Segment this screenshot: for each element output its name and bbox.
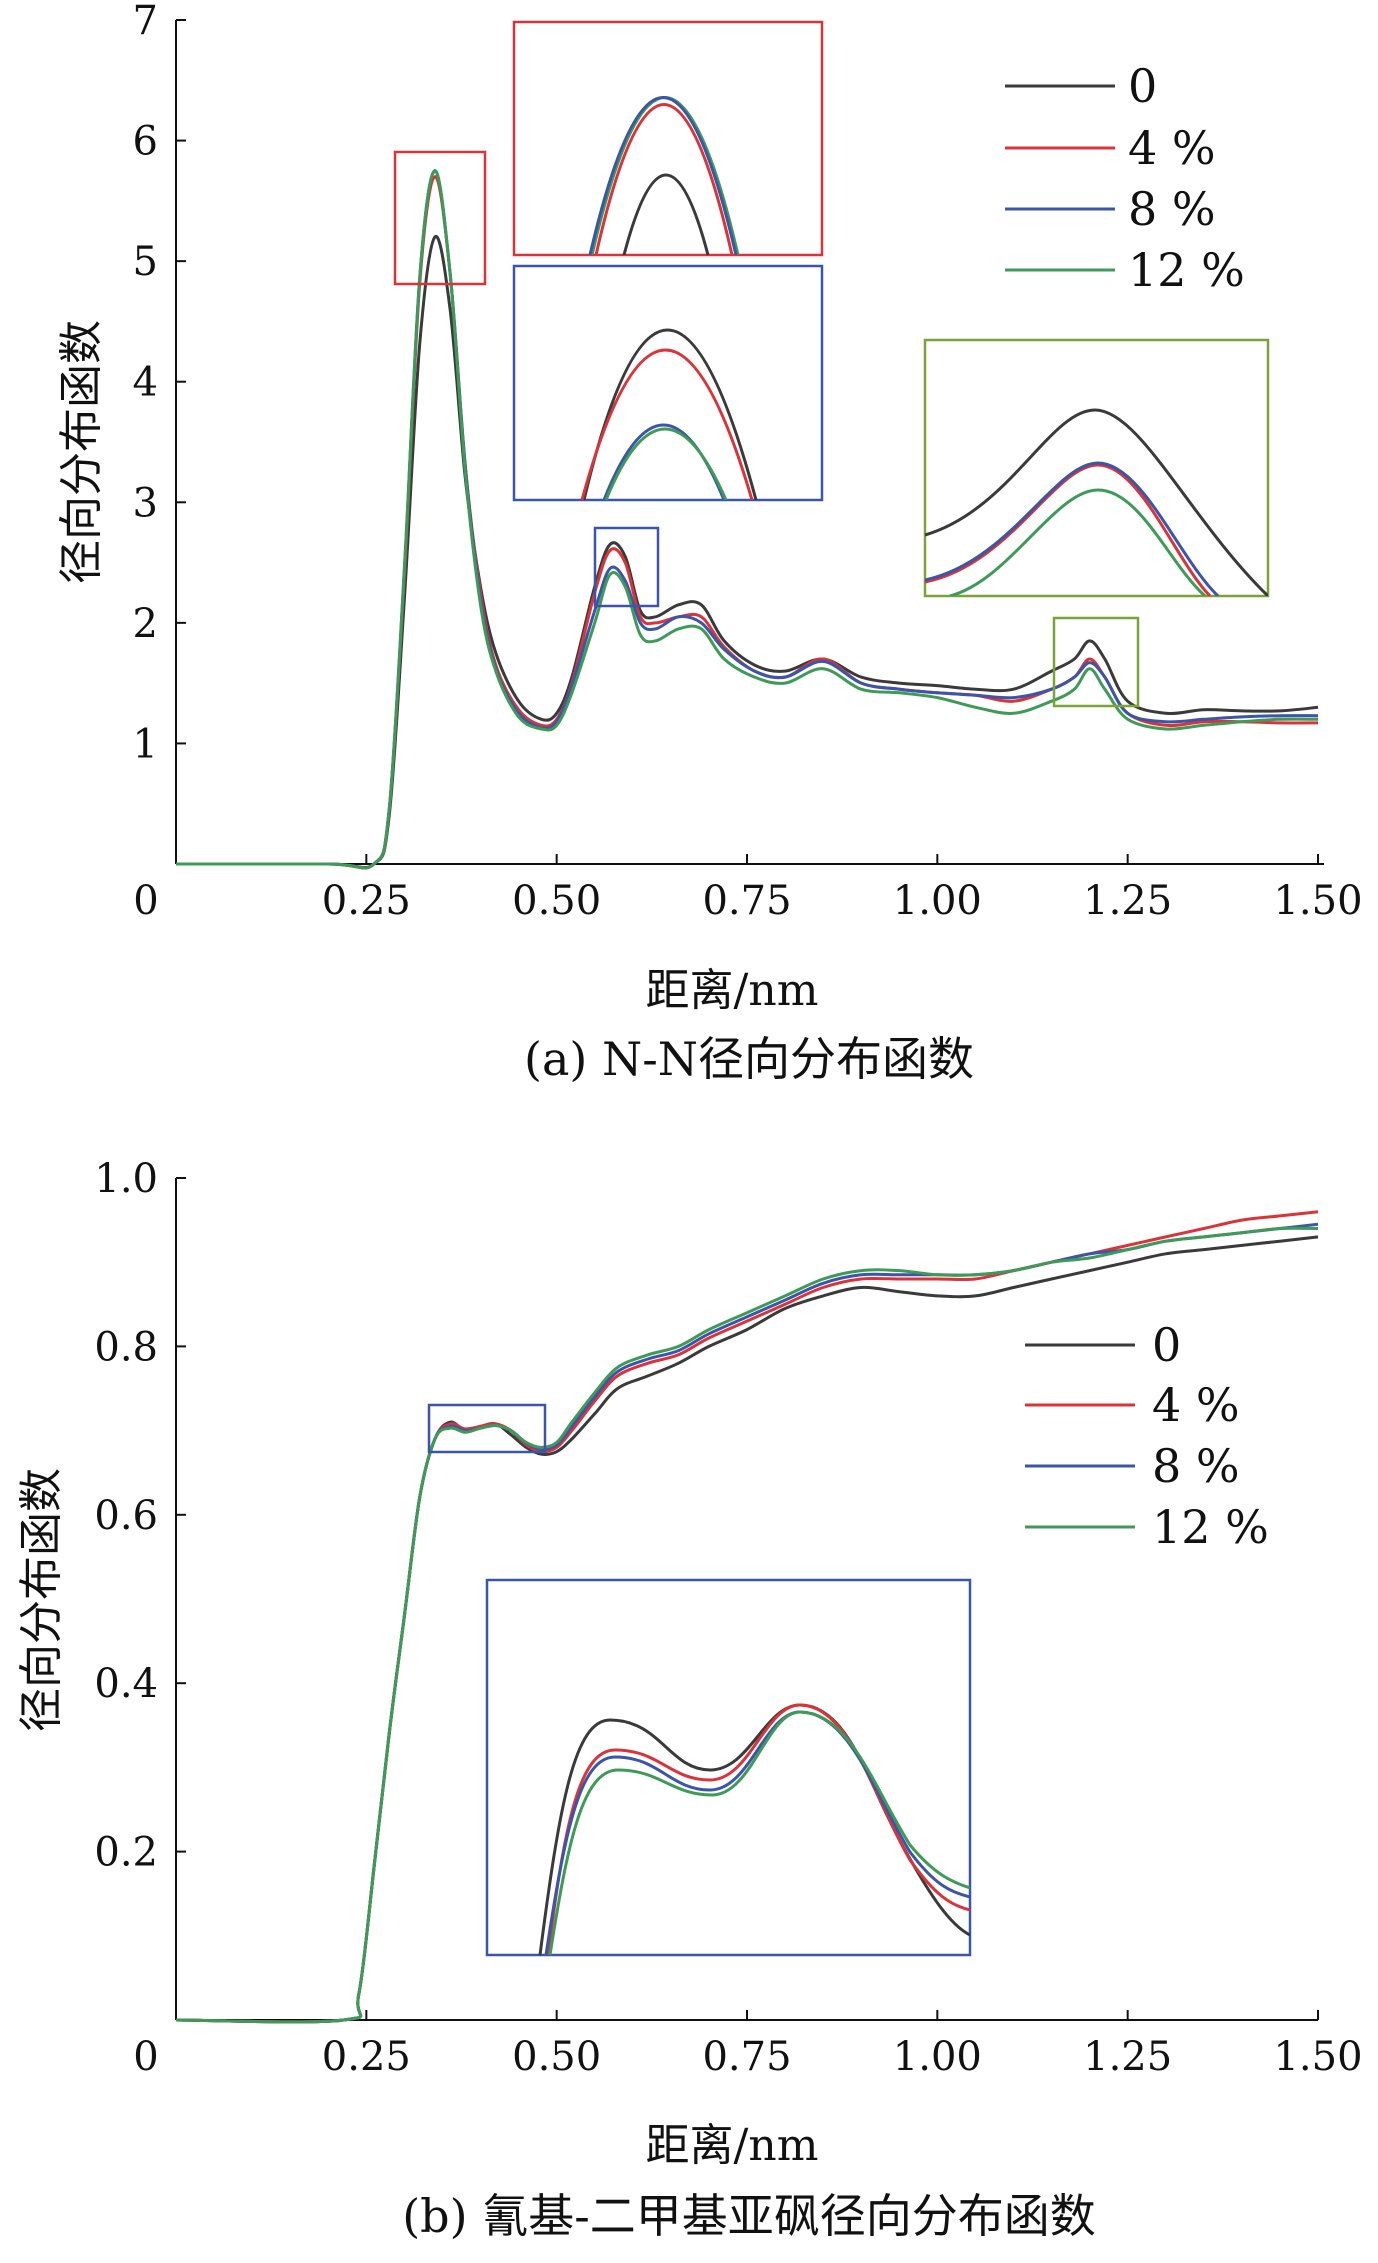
panel-b-inset [485, 1578, 972, 1957]
panel-a-x-tick-label: 1.50 [1273, 878, 1362, 924]
panel-a-caption: (a) N-N径向分布函数 [524, 1032, 974, 1086]
inset-b-curve-8 [544, 1710, 970, 1955]
panel-a-x-tick-label: 0.50 [512, 878, 601, 924]
panel-b-y-tick-label: 0.4 [94, 1661, 158, 1707]
panel-b-legend-label-4: 4 % [1152, 1378, 1240, 1432]
inset-3-curve-0 [925, 408, 1268, 596]
panel-b-legend-label-0: 0 [1152, 1318, 1181, 1372]
inset-2-curve-0 [582, 328, 758, 500]
panel-b-y-tick-label: 1.0 [94, 1156, 158, 1202]
panel-b-legend-label-12: 12 % [1152, 1500, 1269, 1554]
panel-b-y-label: 径向分布函数 [16, 1468, 67, 1732]
panel-b-x-tick-label: 0.25 [322, 2034, 411, 2080]
panel-b-series-line-3 [175, 1226, 1319, 2024]
panel-a-y-tick-label: 3 [133, 480, 158, 526]
panel-a-highlight-box-2 [593, 526, 660, 608]
panel-a-y-tick-label: 6 [133, 119, 158, 165]
inset-b-curve-12 [548, 1710, 970, 1955]
panel-a-x-tick-label: 1.00 [893, 878, 982, 924]
panel-b-lines [175, 1210, 1319, 2024]
panel-a-legend-label-0: 0 [1128, 59, 1157, 113]
panel-a-y-tick-label: 5 [133, 239, 158, 285]
panel-b-legend: 0 4 % 8 % 12 % [1025, 1318, 1269, 1554]
panel-a-y-tick-label: 7 [133, 0, 158, 44]
panel-a-inset-3 [923, 338, 1270, 598]
inset-b-curve-4 [546, 1703, 970, 1955]
inset-3-curve-12 [949, 488, 1206, 596]
panel-b-legend-label-8: 8 % [1152, 1439, 1240, 1493]
panel-a-ticks: 0 0.25 0.50 0.75 1.00 1.25 1.50 1 2 3 4 5 6 7 [133, 0, 1363, 924]
panel-b-x-tick-label: 0.50 [512, 2034, 601, 2080]
panel-a-y-tick-label: 1 [133, 721, 158, 767]
panel-b-y-tick-label: 0.8 [94, 1324, 158, 1370]
panel-b-y-tick-label: 0.6 [94, 1493, 158, 1539]
inset-3-curve-8 [925, 461, 1220, 596]
panel-b-ticks: 0 0.25 0.50 0.75 1.00 1.25 1.50 0.2 0.4 0.6 0.8 1.0 [94, 1156, 1362, 2080]
panel-a: 0 0.25 0.50 0.75 1.00 1.25 1.50 1 2 3 4 5 6 7 [56, 0, 1363, 1086]
panel-a-legend-label-8: 8 % [1128, 182, 1216, 236]
inset-3-curve-4 [925, 463, 1212, 596]
panel-a-x-tick-label: 0 [133, 878, 158, 924]
panel-a-legend: 0 4 % 8 % 12 % [1005, 59, 1245, 297]
panel-b-x-tick-label: 1.25 [1083, 2034, 1172, 2080]
panel-a-series-line-3 [175, 169, 1319, 870]
inset-1-curve-4 [594, 103, 734, 255]
panel-b-x-tick-label: 0 [133, 2034, 158, 2080]
inset-1-curve-0 [622, 173, 710, 255]
panel-b-caption: (b) 氰基-二甲基亚砜径向分布函数 [402, 2189, 1096, 2243]
panel-a-lines [175, 169, 1319, 870]
panel-b-y-tick-label: 0.2 [94, 1830, 158, 1876]
panel-a-x-tick-label: 0.75 [702, 878, 791, 924]
panel-a-x-tick-label: 0.25 [322, 878, 411, 924]
panel-b-highlight-box [427, 1403, 547, 1454]
panel-a-inset-2 [512, 264, 824, 502]
panel-a-inset-1 [512, 20, 824, 257]
panel-b-x-tick-label: 0.75 [702, 2034, 791, 2080]
inset-2-curve-12 [604, 427, 728, 500]
panel-b: 0 0.25 0.50 0.75 1.00 1.25 1.500.20.40.60.81.0… [16, 1156, 1363, 2243]
panel-b-x-label: 距离/nm [646, 2120, 819, 2171]
panel-a-y-label: 径向分布函数 [56, 320, 107, 584]
panel-a-highlight-box-1 [393, 150, 487, 286]
inset-1-curve-8 [588, 96, 738, 255]
panel-a-x-tick-label: 1.25 [1083, 878, 1172, 924]
panel-a-y-tick-label: 2 [133, 601, 158, 647]
panel-a-x-label: 距离/nm [646, 965, 819, 1016]
panel-b-x-tick-label: 1.50 [1273, 2034, 1362, 2080]
panel-a-y-tick-label: 4 [133, 360, 158, 406]
inset-2-curve-4 [580, 348, 754, 500]
panel-a-highlight-box-3 [1052, 616, 1140, 708]
panel-a-legend-label-4: 4 % [1128, 121, 1216, 175]
panel-a-legend-label-12: 12 % [1128, 243, 1245, 297]
panel-a-series-line-0 [175, 234, 1319, 870]
panel-b-x-tick-label: 1.00 [893, 2034, 982, 2080]
